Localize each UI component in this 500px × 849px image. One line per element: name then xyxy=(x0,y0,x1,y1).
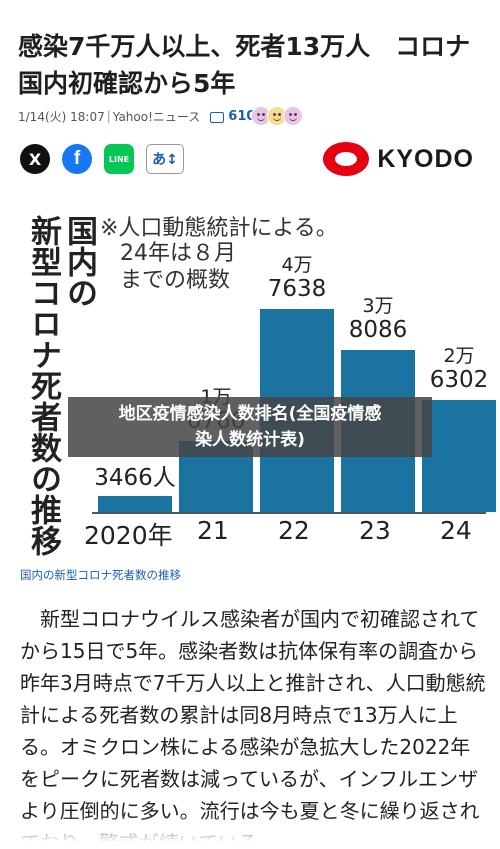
chart-title-vertical: 新型コロナ死者数の推移 xyxy=(25,215,61,556)
bar-value-label: 4万 7638 xyxy=(254,253,340,301)
image-caption: 国内の新型コロナ死者数の推移 xyxy=(20,568,181,582)
article-meta: 1/14(火) 18:07 | Yahoo!ニュース 610 xyxy=(18,104,484,128)
font-size-button[interactable]: あ↕ xyxy=(146,144,184,174)
bar-value-label: 3万 8086 xyxy=(335,294,421,342)
overlay-line-2: 染人数统计表) xyxy=(195,430,305,450)
x-tick-label: 23 xyxy=(359,516,391,545)
article-source[interactable]: Yahoo!ニュース xyxy=(112,109,201,124)
reaction-emoji-icon[interactable] xyxy=(283,106,304,126)
bar-value-top: 2万 xyxy=(443,344,475,367)
bar-value-main: 3466人 xyxy=(94,465,176,491)
x-tick-label: 22 xyxy=(278,516,310,545)
line-share-button[interactable]: LINE xyxy=(104,144,134,174)
x-tick-label: 24 xyxy=(440,516,472,545)
article-body: 新型コロナウイルス感染者が国内で初確認されてから15日で5年。感染者数は抗体保有… xyxy=(20,607,486,849)
content-fade xyxy=(0,815,500,849)
kyodo-logo-icon xyxy=(323,142,370,176)
bar-value-label: 3466人 xyxy=(92,466,178,490)
comment-count[interactable]: 610 xyxy=(228,108,256,124)
bar-value-label: 2万 6302 xyxy=(416,344,500,392)
article-date: 1/14(火) 18:07 xyxy=(18,109,105,124)
overlay-line-1: 地区疫情感染人数排名(全国疫情感 xyxy=(118,404,382,424)
chart-image: 新型コロナ死者数の推移 国内の ※人口動態統計による。 24年は８月 までの概数… xyxy=(0,195,500,560)
bar-value-main: 8086 xyxy=(348,316,408,343)
chart-bar xyxy=(422,399,496,512)
article-headline: 感染7千万人以上、死者13万人 コロナ国内初確認から5年 xyxy=(18,32,471,98)
chart-title-vertical-2: 国内の xyxy=(61,215,97,308)
publisher-logo[interactable]: KYODO xyxy=(323,142,474,176)
publisher-name: KYODO xyxy=(377,144,474,173)
chart-bar xyxy=(98,496,172,512)
chart-baseline xyxy=(92,512,486,514)
chart-note-3: までの概数 xyxy=(120,268,231,293)
bar-value-top: 3万 xyxy=(362,294,394,317)
comment-icon[interactable] xyxy=(210,111,225,123)
share-bar: X f LINE あ↕ KYODO xyxy=(18,142,484,176)
chart-note-2: 24年は８月 xyxy=(120,241,236,266)
chart-note-1: ※人口動態統計による。 xyxy=(100,216,338,241)
bar-value-main: 7638 xyxy=(267,276,327,303)
facebook-share-button[interactable]: f xyxy=(62,144,92,174)
bar-value-main: 6302 xyxy=(429,366,489,393)
x-tick-label: 21 xyxy=(197,516,229,545)
x-tick-label: 2020年 xyxy=(84,521,173,550)
x-share-button[interactable]: X xyxy=(20,144,50,174)
overlay-banner[interactable]: 地区疫情感染人数排名(全国疫情感 染人数统计表) xyxy=(68,397,432,457)
bar-value-top: 4万 xyxy=(281,254,313,277)
